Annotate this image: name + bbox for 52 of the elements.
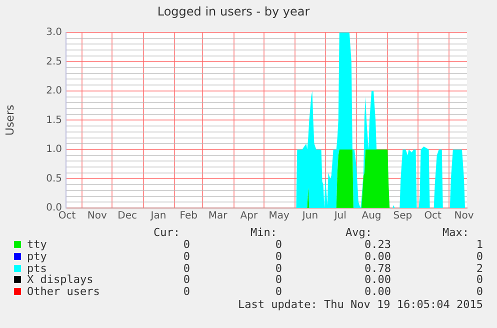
text: 2 — [476, 262, 483, 275]
text: 0 — [183, 250, 190, 263]
text: 1 — [476, 238, 483, 251]
text: 0 — [275, 285, 282, 298]
y-tick-label: 0.5 — [46, 173, 62, 184]
y-tick-label: 3.0 — [46, 26, 62, 38]
text: Max: — [442, 226, 469, 239]
text: Last update: Thu Nov 19 16:05:04 2015 — [238, 298, 483, 311]
text: 0 — [275, 262, 282, 275]
text: Cur: — [154, 226, 180, 239]
x-tick-label: Oct — [424, 210, 442, 222]
y-tick-label: 1.5 — [46, 114, 62, 126]
y-tick-label: 2.0 — [46, 86, 62, 97]
x-tick-label: Mar — [208, 210, 228, 222]
x-tick-label: Sep — [393, 210, 412, 222]
text: 0 — [183, 238, 190, 251]
legend-label: pts — [27, 262, 47, 275]
legend-label: X displays — [27, 273, 94, 286]
x-tick-label: May — [268, 210, 290, 222]
x-tick-label: Jan — [150, 210, 166, 222]
text: Avg: — [346, 226, 372, 239]
x-tick-label: Dec — [118, 210, 137, 222]
x-tick-label: Jun — [301, 210, 318, 222]
y-axis-title: Users — [3, 104, 16, 136]
text: 0 — [476, 250, 483, 263]
x-tick-label: Nov — [87, 210, 107, 222]
legend-label: Other users — [27, 285, 100, 298]
text: 0 — [476, 285, 483, 298]
text: 0 — [275, 238, 282, 251]
text: 0 — [275, 250, 282, 263]
text: 0 — [275, 273, 282, 286]
text: 0.00 — [364, 250, 391, 263]
x-tick-label: Aug — [362, 210, 382, 222]
text: 0 — [476, 273, 483, 286]
y-tick-label: 2.5 — [46, 56, 62, 68]
text: 0 — [183, 273, 190, 286]
x-tick-label: Feb — [180, 210, 198, 222]
text: 0 — [183, 262, 190, 275]
text: 0.23 — [364, 238, 391, 251]
text: 0.78 — [364, 262, 391, 275]
x-tick-label: Apr — [240, 210, 258, 222]
text: 0.00 — [364, 285, 391, 298]
legend-label: pty — [27, 250, 47, 263]
text: 0.00 — [364, 273, 391, 286]
text: 0 — [183, 285, 190, 298]
y-tick-label: 1.0 — [46, 144, 62, 156]
chart-title: Logged in users - by year — [157, 4, 310, 18]
x-tick-label: Nov — [454, 210, 474, 222]
text: Min: — [250, 226, 277, 239]
x-tick-label: Oct — [58, 210, 76, 222]
x-tick-label: Jul — [333, 210, 346, 222]
legend-label: tty — [27, 238, 47, 251]
